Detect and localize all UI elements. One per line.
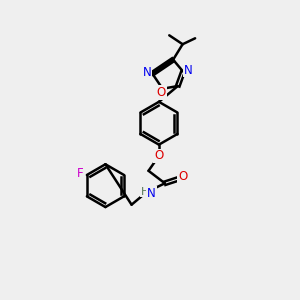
Text: N: N — [184, 64, 193, 76]
Text: O: O — [156, 86, 166, 99]
Text: O: O — [178, 170, 187, 183]
Text: H: H — [141, 187, 149, 196]
Text: F: F — [77, 167, 84, 180]
Text: N: N — [147, 187, 156, 200]
Text: N: N — [143, 66, 152, 79]
Text: O: O — [154, 149, 164, 162]
